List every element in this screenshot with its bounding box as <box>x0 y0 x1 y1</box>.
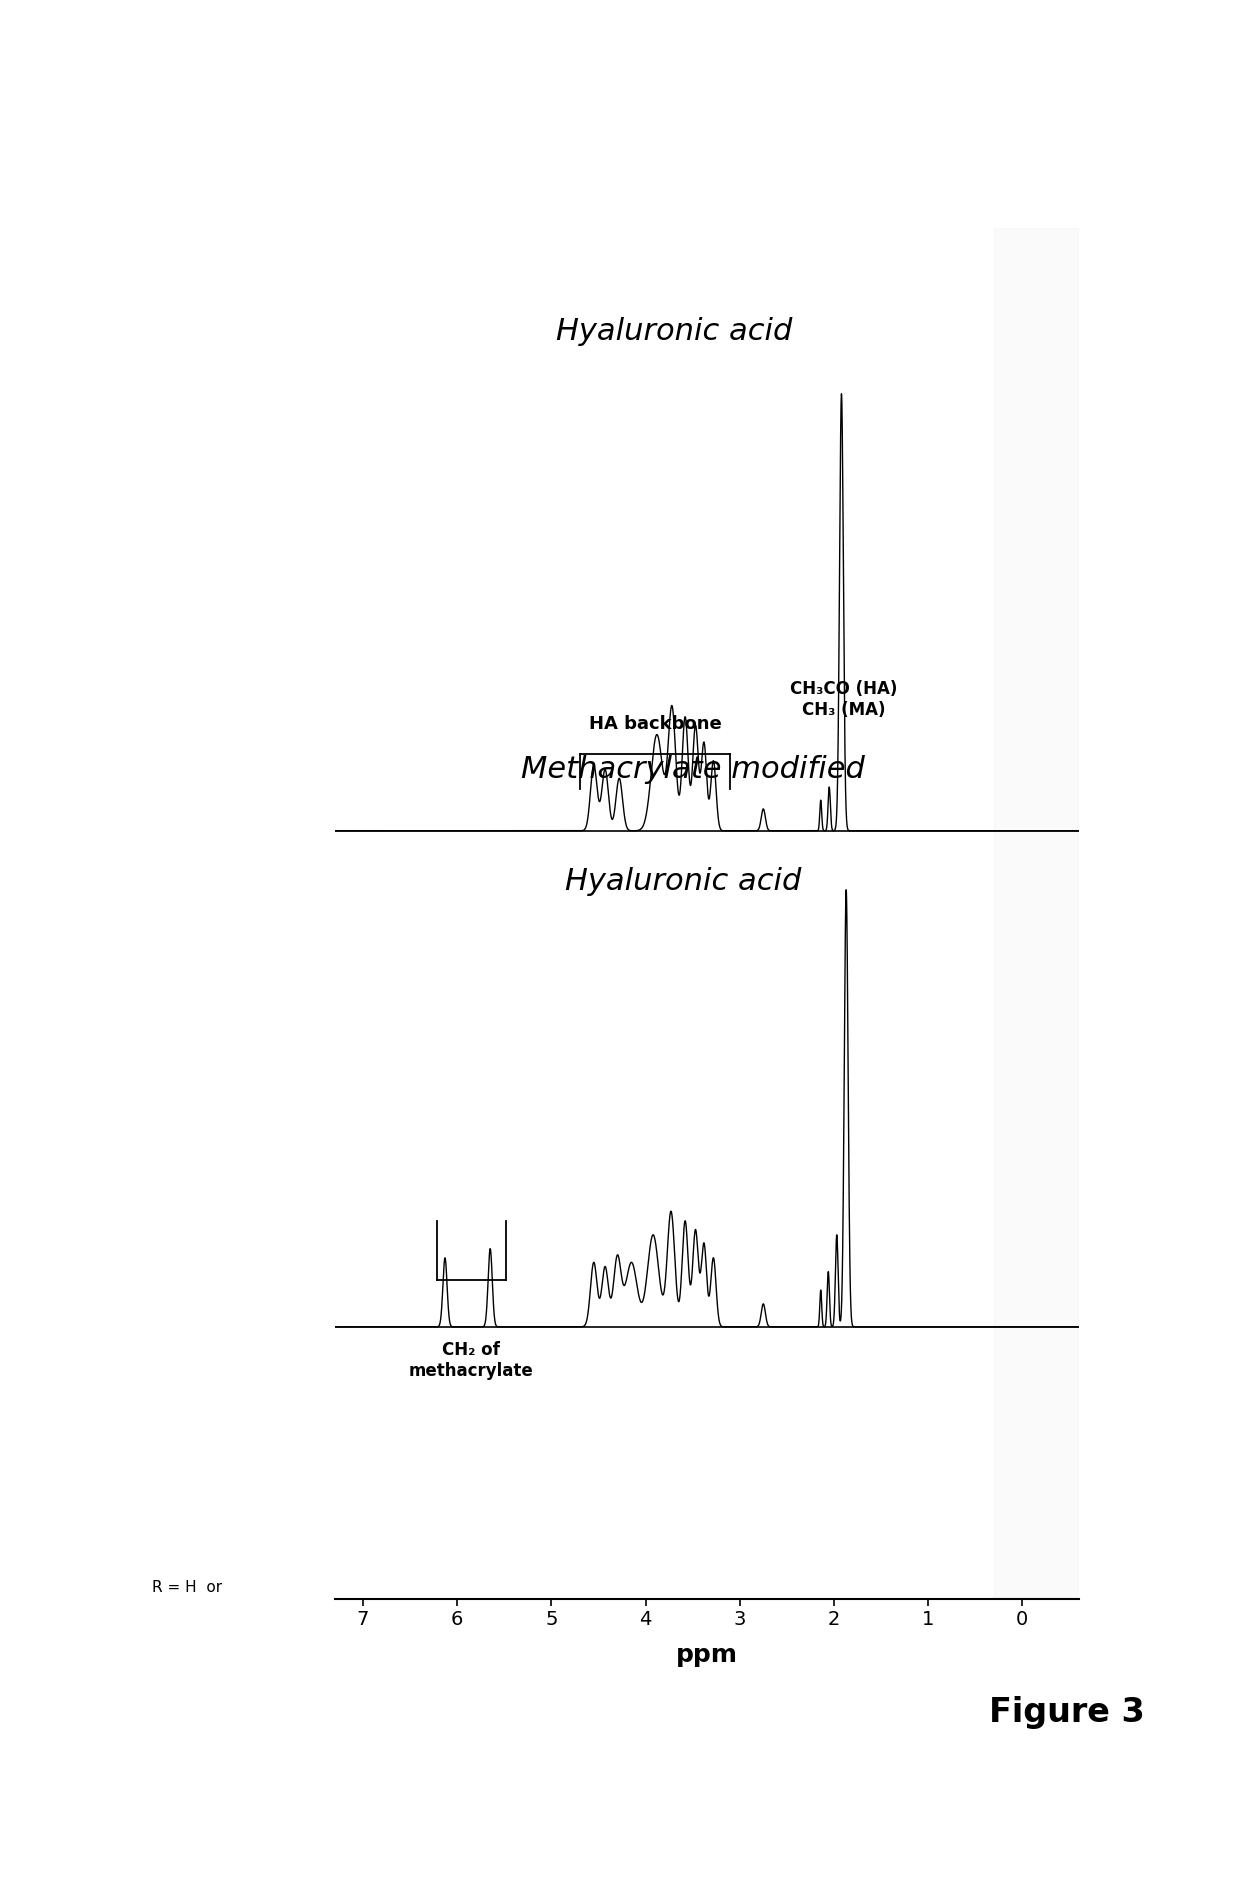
Text: CH₃CO (HA)
CH₃ (MA): CH₃CO (HA) CH₃ (MA) <box>790 679 897 719</box>
Text: Figure 3: Figure 3 <box>988 1696 1145 1730</box>
Text: CH₂ of
methacrylate: CH₂ of methacrylate <box>409 1342 533 1380</box>
Text: HA backbone: HA backbone <box>589 716 722 733</box>
Text: Methacrylate modified: Methacrylate modified <box>521 754 864 784</box>
Text: R = H  or: R = H or <box>153 1579 222 1595</box>
X-axis label: ppm: ppm <box>676 1642 738 1667</box>
Text: Hyaluronic acid: Hyaluronic acid <box>565 866 801 896</box>
Text: Hyaluronic acid: Hyaluronic acid <box>556 318 792 346</box>
Bar <box>994 228 1079 1599</box>
